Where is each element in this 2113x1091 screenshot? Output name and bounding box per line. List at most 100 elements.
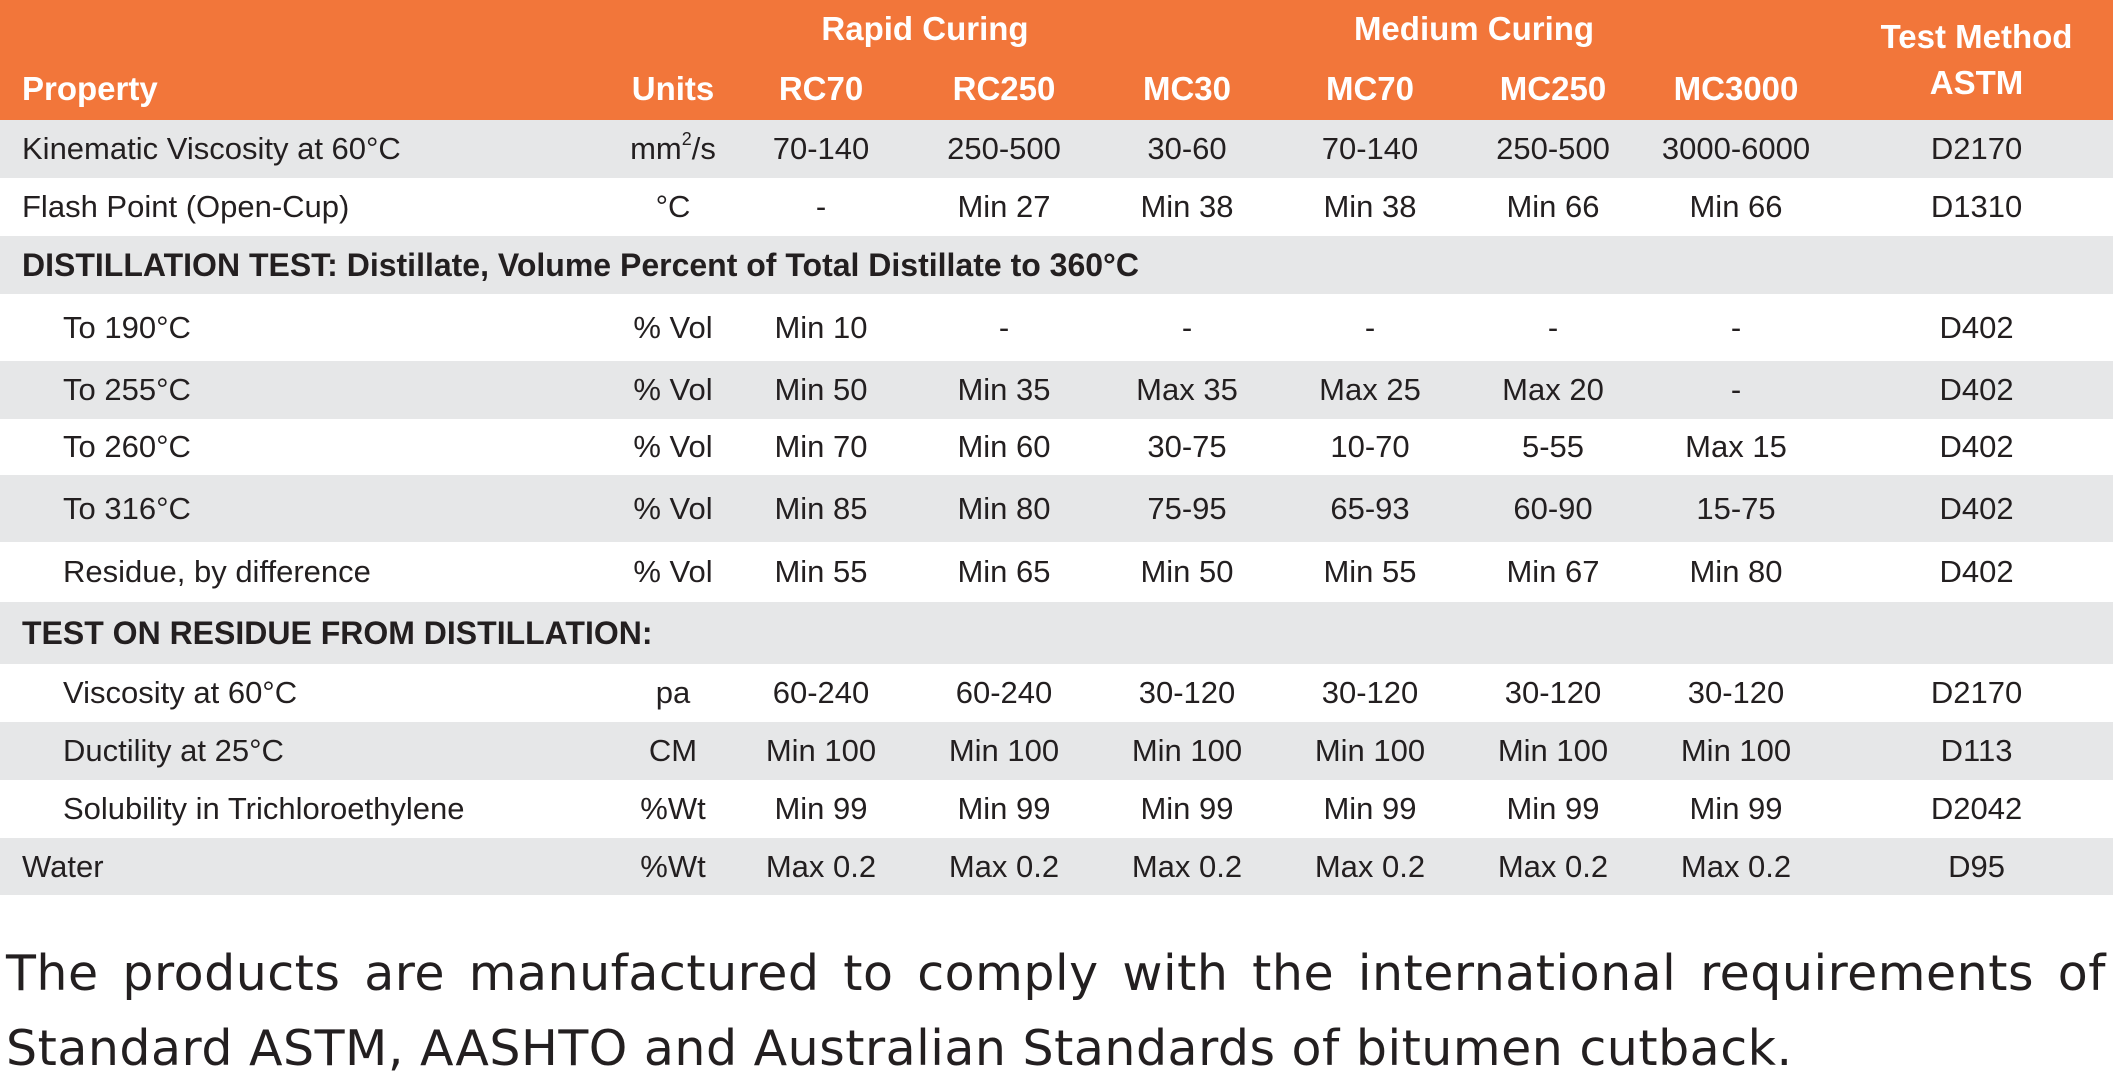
value-cell: Max 35 xyxy=(1108,361,1266,419)
value-cell: 65-93 xyxy=(1266,475,1474,542)
value-cell: 5-55 xyxy=(1474,419,1632,475)
table-row: Viscosity at 60°C pa 60-240 60-240 30-120 30-… xyxy=(0,664,2113,722)
value-cell: Min 100 xyxy=(1474,722,1632,780)
value-cell: Min 100 xyxy=(1266,722,1474,780)
unit-cell: CM xyxy=(604,722,742,780)
value-cell: 250-500 xyxy=(1474,120,1632,178)
test-method-cell: D402 xyxy=(1840,475,2113,542)
section-title: TEST ON RESIDUE FROM DISTILLATION: xyxy=(0,602,2113,664)
section-row: DISTILLATION TEST: Distillate, Volume Pe… xyxy=(0,236,2113,294)
value-cell: Min 50 xyxy=(1108,542,1266,602)
value-cell: - xyxy=(1474,294,1632,361)
group-medium-curing: Medium Curing xyxy=(1108,0,1841,58)
value-cell: 30-120 xyxy=(1266,664,1474,722)
value-cell: 3000-6000 xyxy=(1632,120,1841,178)
value-cell: - xyxy=(900,294,1108,361)
value-cell: Min 66 xyxy=(1474,178,1632,236)
property-name: Water xyxy=(0,838,604,895)
test-method-cell: D402 xyxy=(1840,294,2113,361)
test-method-cell: D2170 xyxy=(1840,664,2113,722)
value-cell: Min 99 xyxy=(742,780,900,838)
test-method-cell: D402 xyxy=(1840,542,2113,602)
value-cell: - xyxy=(1632,294,1841,361)
value-cell: Min 55 xyxy=(1266,542,1474,602)
table-row: To 190°C% Vol Min 10- - - - - D402 xyxy=(0,294,2113,361)
value-cell: Min 100 xyxy=(742,722,900,780)
property-name: To 190°C xyxy=(0,294,604,361)
specification-table: Rapid Curing Medium Curing Test Method AS… xyxy=(0,0,2113,895)
value-cell: Min 80 xyxy=(900,475,1108,542)
section-title: DISTILLATION TEST: Distillate, Volume Pe… xyxy=(0,236,2113,294)
value-cell: Min 99 xyxy=(1266,780,1474,838)
table-row: Solubility in Trichloroethylene %Wt Min 99… xyxy=(0,780,2113,838)
units-header: Units xyxy=(604,58,742,120)
value-cell: - xyxy=(742,178,900,236)
table-row: To 260°C% Vol Min 70 Min 60 30-75 10-70 5-55 M… xyxy=(0,419,2113,475)
grade-header: MC250 xyxy=(1474,58,1632,120)
property-name: Residue, by difference xyxy=(0,542,604,602)
unit-cell: % Vol xyxy=(604,419,742,475)
unit-cell: % Vol xyxy=(604,361,742,419)
unit-cell: % Vol xyxy=(604,542,742,602)
value-cell: Min 60 xyxy=(900,419,1108,475)
test-method-header: Test Method ASTM xyxy=(1840,0,2113,120)
value-cell: Min 99 xyxy=(1474,780,1632,838)
value-cell: Min 85 xyxy=(742,475,900,542)
value-cell: 70-140 xyxy=(742,120,900,178)
table-row: Kinematic Viscosity at 60°C mm2/s 70-140 25… xyxy=(0,120,2113,178)
property-name: To 255°C xyxy=(0,361,604,419)
grade-header: MC3000 xyxy=(1632,58,1841,120)
value-cell: Min 10 xyxy=(742,294,900,361)
table-row: To 255°C% Vol Min 50 Min 35 Max 35 Max 25 Max… xyxy=(0,361,2113,419)
unit-cell: °C xyxy=(604,178,742,236)
value-cell: Min 67 xyxy=(1474,542,1632,602)
value-cell: 30-75 xyxy=(1108,419,1266,475)
value-cell: Min 100 xyxy=(900,722,1108,780)
value-cell: Min 100 xyxy=(1108,722,1266,780)
property-name: Flash Point (Open-Cup) xyxy=(0,178,604,236)
value-cell: Min 70 xyxy=(742,419,900,475)
test-method-cell: D2042 xyxy=(1840,780,2113,838)
value-cell: Max 0.2 xyxy=(900,838,1108,895)
test-method-cell: D2170 xyxy=(1840,120,2113,178)
header-column-row: Property Units RC70 RC250 MC30 MC70 MC25… xyxy=(0,58,2113,120)
value-cell: Min 35 xyxy=(900,361,1108,419)
test-method-cell: D1310 xyxy=(1840,178,2113,236)
property-name: Solubility in Trichloroethylene xyxy=(0,780,604,838)
value-cell: Min 50 xyxy=(742,361,900,419)
value-cell: 60-90 xyxy=(1474,475,1632,542)
value-cell: Min 55 xyxy=(742,542,900,602)
unit-cell: mm2/s xyxy=(604,120,742,178)
table-row: To 316°C% Vol Min 85 Min 80 75-95 65-93 60-90… xyxy=(0,475,2113,542)
property-name: To 260°C xyxy=(0,419,604,475)
value-cell: Max 25 xyxy=(1266,361,1474,419)
value-cell: Max 0.2 xyxy=(742,838,900,895)
value-cell: - xyxy=(1266,294,1474,361)
value-cell: 75-95 xyxy=(1108,475,1266,542)
value-cell: 30-120 xyxy=(1632,664,1841,722)
property-name: To 316°C xyxy=(0,475,604,542)
unit-cell: % Vol xyxy=(604,475,742,542)
value-cell: 70-140 xyxy=(1266,120,1474,178)
unit-cell: pa xyxy=(604,664,742,722)
property-name: Ductility at 25°C xyxy=(0,722,604,780)
unit-cell: %Wt xyxy=(604,780,742,838)
grade-header: MC30 xyxy=(1108,58,1266,120)
value-cell: Max 0.2 xyxy=(1632,838,1841,895)
value-cell: 10-70 xyxy=(1266,419,1474,475)
grade-header: RC250 xyxy=(900,58,1108,120)
value-cell: 60-240 xyxy=(900,664,1108,722)
table-row: Water %Wt Max 0.2 Max 0.2 Max 0.2 Max 0.2 Max … xyxy=(0,838,2113,895)
value-cell: Min 99 xyxy=(1108,780,1266,838)
section-row: TEST ON RESIDUE FROM DISTILLATION: xyxy=(0,602,2113,664)
test-method-cell: D95 xyxy=(1840,838,2113,895)
value-cell: Min 99 xyxy=(1632,780,1841,838)
value-cell: Min 80 xyxy=(1632,542,1841,602)
grade-header: RC70 xyxy=(742,58,900,120)
value-cell: Max 20 xyxy=(1474,361,1632,419)
value-cell: 30-120 xyxy=(1474,664,1632,722)
table-body: Kinematic Viscosity at 60°C mm2/s 70-140 25… xyxy=(0,120,2113,895)
unit-cell: %Wt xyxy=(604,838,742,895)
value-cell: Max 15 xyxy=(1632,419,1841,475)
group-rapid-curing: Rapid Curing xyxy=(742,0,1108,58)
